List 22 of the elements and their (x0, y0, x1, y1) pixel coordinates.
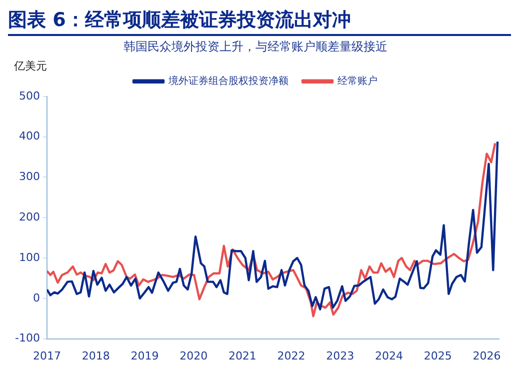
y-axis-title: 亿美元 (13, 59, 47, 72)
y-tick-label: -100 (14, 332, 40, 345)
y-tick-label: 500 (18, 89, 40, 102)
y-tick-label: 200 (18, 210, 40, 224)
x-tick-label: 2023 (326, 349, 354, 362)
legend-label: 境外证券组合股权投资净额 (168, 74, 288, 87)
x-tick-label: 2022 (277, 349, 306, 362)
y-tick-label: 0 (32, 291, 40, 304)
chart-title: 图表 6：经常项顺差被证券投资流出对冲 (8, 8, 511, 36)
legend-label: 经常账户 (338, 74, 378, 87)
x-tick-label: 2019 (130, 349, 159, 362)
y-tick-label: 400 (18, 130, 40, 143)
y-tick-label: 100 (18, 250, 40, 264)
x-tick-label: 2024 (375, 349, 404, 362)
x-tick-label: 2020 (180, 349, 208, 362)
x-tick-label: 2021 (228, 349, 256, 362)
chart-subtitle: 韩国民众境外投资上升，与经常账户顺差量级接近 (124, 39, 388, 54)
x-tick-label: 2026 (472, 349, 501, 362)
x-tick-label: 2017 (32, 349, 61, 362)
y-tick-label: 300 (18, 170, 40, 184)
x-tick-label: 2025 (424, 349, 452, 362)
x-tick-label: 2018 (82, 349, 110, 362)
